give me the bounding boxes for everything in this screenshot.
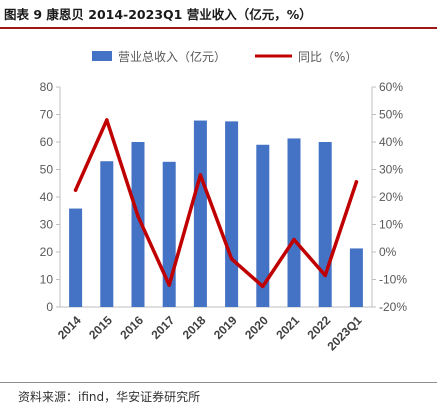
y-right-tick-label: 10%	[379, 218, 403, 232]
x-tick-label: 2018	[180, 313, 209, 342]
line-point	[354, 180, 359, 184]
y-right-tick-label: 50%	[379, 108, 403, 122]
figure-title: 图表 9 康恩贝 2014-2023Q1 营业收入（亿元，%）	[4, 7, 312, 22]
x-tick-label: 2016	[117, 313, 146, 342]
line-point	[292, 237, 296, 242]
y-left-tick-label: 70	[40, 108, 54, 122]
bar	[100, 161, 114, 307]
y-left-tick-label: 20	[40, 245, 54, 259]
legend-bar-swatch	[92, 51, 112, 61]
y-right-tick-label: 30%	[379, 163, 403, 177]
x-axis-ticks: 2014 2015 2016 2017 2018 2019 2020 2021 20222023…	[55, 313, 365, 353]
bar	[131, 142, 145, 307]
bar	[256, 144, 270, 307]
revenue-chart: 营业总收入（亿元） 同比（%） 0 10 20 30 40 50 60 70 80 -20% -10…	[40, 49, 408, 353]
line-point	[198, 173, 203, 177]
x-tick-label: 2014	[55, 313, 84, 342]
bar	[287, 138, 301, 307]
line-point	[229, 257, 234, 261]
x-tick-label: 2019	[211, 313, 240, 342]
growth-line	[73, 118, 359, 289]
y-right-tick-label: 60%	[379, 80, 403, 94]
x-tick-label: 2023Q1	[324, 313, 364, 353]
legend: 营业总收入（亿元） 同比（%）	[92, 49, 357, 64]
y-right-tick-label: 0%	[379, 245, 397, 259]
legend-line-label: 同比（%）	[298, 50, 357, 64]
bar	[349, 248, 363, 307]
y-left-tick-label: 80	[40, 80, 54, 94]
bar	[225, 121, 239, 307]
line-point	[167, 283, 171, 287]
y-left-tick-label: 30	[40, 218, 54, 232]
line-series	[73, 118, 359, 289]
y-left-tick-label: 0	[46, 300, 53, 314]
y-right-tick-label: 40%	[379, 135, 403, 149]
y-left-tick-label: 40	[40, 190, 54, 204]
y-left-tick-label: 50	[40, 163, 54, 177]
x-tick-label: 2015	[86, 313, 115, 342]
y-right-tick-label: 20%	[379, 190, 403, 204]
bar	[69, 208, 83, 307]
y-right-tick-label: -20%	[379, 300, 407, 314]
source-note: 资料来源：ifind，华安证券研究所	[18, 390, 201, 404]
y-left-tick-label: 10	[40, 273, 54, 287]
x-tick-label: 2020	[242, 313, 271, 342]
line-point	[261, 284, 265, 289]
legend-bar-label: 营业总收入（亿元）	[118, 49, 226, 64]
line-point	[323, 273, 328, 278]
bar	[193, 120, 207, 307]
x-tick-label: 2021	[273, 313, 302, 342]
y-left-tick-label: 60	[40, 135, 54, 149]
title-rule	[0, 27, 437, 29]
source-rule	[0, 382, 437, 383]
line-point	[73, 188, 78, 192]
bar	[318, 142, 332, 307]
y-right-tick-label: -10%	[379, 273, 407, 287]
x-tick-label: 2017	[149, 313, 178, 342]
line-point	[105, 118, 109, 122]
line-point	[136, 214, 140, 219]
bar-series	[69, 120, 363, 307]
